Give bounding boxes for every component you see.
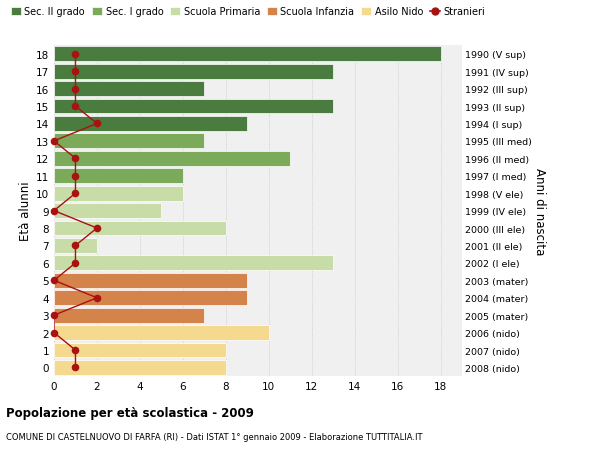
Point [49, 138, 59, 145]
Bar [54, 169, 183, 184]
Point [49, 277, 59, 285]
Point [71, 103, 80, 111]
Bar [54, 47, 440, 62]
Point [49, 312, 59, 319]
Bar [54, 360, 226, 375]
Text: COMUNE DI CASTELNUOVO DI FARFA (RI) - Dati ISTAT 1° gennaio 2009 - Elaborazione : COMUNE DI CASTELNUOVO DI FARFA (RI) - Da… [6, 432, 422, 442]
Text: Popolazione per età scolastica - 2009: Popolazione per età scolastica - 2009 [6, 406, 254, 419]
Bar [54, 186, 183, 201]
Y-axis label: Età alunni: Età alunni [19, 181, 32, 241]
Bar [54, 273, 247, 288]
Point [71, 190, 80, 197]
Bar [54, 239, 97, 253]
Legend: Sec. II grado, Sec. I grado, Scuola Primaria, Scuola Infanzia, Asilo Nido, Stran: Sec. II grado, Sec. I grado, Scuola Prim… [11, 7, 485, 17]
Bar [54, 117, 247, 132]
Point [71, 347, 80, 354]
Bar [54, 151, 290, 166]
Bar [54, 65, 333, 79]
Bar [54, 308, 205, 323]
Point [71, 68, 80, 76]
Bar [54, 204, 161, 218]
Point [49, 207, 59, 215]
Bar [54, 291, 247, 306]
Bar [54, 256, 333, 271]
Point [71, 86, 80, 93]
Point [71, 155, 80, 162]
Bar [54, 82, 205, 97]
Bar [54, 325, 269, 340]
Point [92, 121, 102, 128]
Point [71, 364, 80, 371]
Bar [54, 100, 333, 114]
Point [71, 173, 80, 180]
Bar [54, 221, 226, 236]
Bar [54, 134, 205, 149]
Point [92, 294, 102, 302]
Point [71, 242, 80, 250]
Point [71, 260, 80, 267]
Y-axis label: Anni di nascita: Anni di nascita [533, 168, 545, 255]
Point [49, 329, 59, 336]
Point [71, 51, 80, 58]
Bar [54, 343, 226, 358]
Point [92, 225, 102, 232]
